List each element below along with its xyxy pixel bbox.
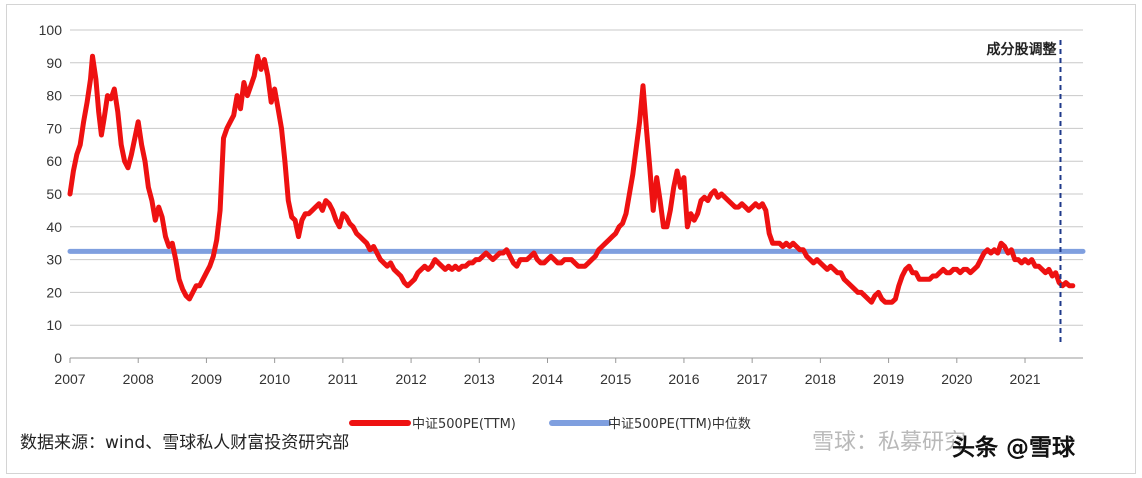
y-tick-label: 20 <box>46 284 62 300</box>
grid-lines <box>70 29 1083 359</box>
y-tick-label: 70 <box>46 120 62 136</box>
x-tick-label: 2008 <box>123 371 154 387</box>
xueqiu-watermark: 雪球：私募研究 <box>812 430 967 455</box>
chart-frame <box>6 4 1136 474</box>
y-tick-label: 10 <box>46 317 62 333</box>
y-tick-label: 60 <box>46 153 62 169</box>
y-tick-label: 30 <box>46 252 62 268</box>
y-tick-label: 90 <box>46 55 62 71</box>
pe-ttm-series-line <box>67 53 1076 305</box>
x-tick-label: 2013 <box>464 371 495 387</box>
y-tick-label: 100 <box>39 22 63 38</box>
x-tick-label: 2020 <box>941 371 972 387</box>
x-tick-label: 2012 <box>395 371 426 387</box>
data-source-note: 数据来源：wind、雪球私人财富投资研究部 <box>20 433 350 453</box>
x-tick-label: 2015 <box>600 371 631 387</box>
legend-label-median: 中证500PE(TTM)中位数 <box>608 417 751 432</box>
x-tick-label: 2016 <box>668 371 699 387</box>
x-tick-label: 2018 <box>805 371 836 387</box>
annotations: 成分股调整 <box>986 40 1062 344</box>
x-axis-ticks: 2007 2008 2009 2010 2011 2012 2013 2014 2015 2016… <box>54 358 1041 387</box>
x-tick-label: 2011 <box>328 371 358 387</box>
x-tick-label: 2017 <box>737 371 768 387</box>
x-tick-label: 2014 <box>532 371 563 387</box>
x-tick-label: 2021 <box>1009 371 1040 387</box>
legend-label-pe: 中证500PE(TTM) <box>412 417 516 432</box>
toutiao-watermark: 头条 @雪球 <box>952 435 1076 461</box>
annotation-label: 成分股调整 <box>986 41 1057 58</box>
y-tick-label: 50 <box>46 186 62 202</box>
x-tick-label: 2009 <box>191 371 222 387</box>
x-tick-label: 2019 <box>873 371 904 387</box>
legend: 中证500PE(TTM) 中证500PE(TTM)中位数 <box>349 417 751 432</box>
series-group <box>67 53 1086 305</box>
y-tick-label: 40 <box>46 219 62 235</box>
x-tick-label: 2007 <box>54 371 85 387</box>
y-tick-label: 0 <box>54 350 62 366</box>
y-tick-label: 80 <box>46 88 62 104</box>
x-tick-label: 2010 <box>259 371 290 387</box>
